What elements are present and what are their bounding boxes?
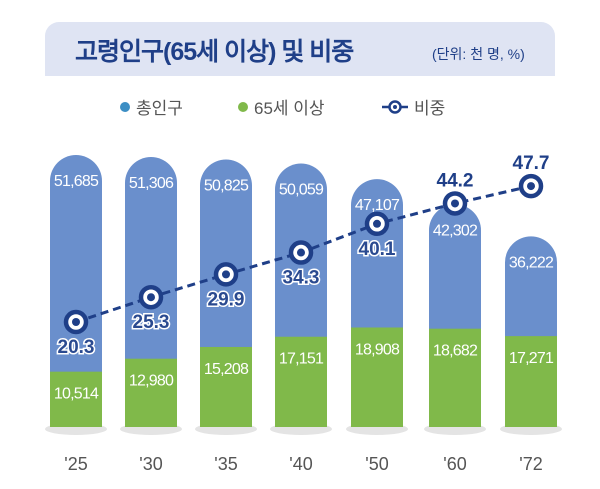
x-tick-label: '60 xyxy=(443,454,466,474)
elderly-label: 10,514 xyxy=(54,386,99,403)
total-label: 50,825 xyxy=(204,178,249,195)
ratio-label: 29.9 xyxy=(208,289,245,310)
ratio-marker-center xyxy=(451,199,459,208)
ratio-label: 25.3 xyxy=(133,312,170,333)
total-label: 36,222 xyxy=(509,254,554,271)
elderly-label: 18,908 xyxy=(355,341,400,358)
elderly-label: 18,682 xyxy=(433,343,478,360)
bar-elderly xyxy=(505,336,557,427)
total-label: 50,059 xyxy=(279,182,324,199)
total-label: 51,306 xyxy=(129,175,174,192)
bar-elderly xyxy=(50,371,102,427)
title-banner xyxy=(45,22,555,76)
bar-total xyxy=(50,155,102,427)
bar-elderly xyxy=(351,327,403,427)
ratio-marker-center xyxy=(373,219,381,228)
elderly-label: 17,151 xyxy=(279,351,324,368)
x-tick-label: '40 xyxy=(289,454,312,474)
legend-label: 비중 xyxy=(414,99,446,118)
x-tick-label: '25 xyxy=(64,454,87,474)
legend-dot-blue-icon xyxy=(120,101,130,112)
bar-elderly xyxy=(429,328,481,427)
legend-ratio: 비중 xyxy=(382,94,445,119)
total-label: 51,685 xyxy=(54,173,99,190)
ratio-label: 44.2 xyxy=(437,170,474,191)
ratio-marker-center xyxy=(147,293,155,302)
ratio-label: 47.7 xyxy=(513,153,550,174)
total-label: 47,107 xyxy=(355,197,400,214)
ratio-marker-center xyxy=(297,248,305,257)
unit-note: (단위: 천 명, %) xyxy=(432,46,525,62)
legend-label: 65세 이상 xyxy=(254,99,325,118)
bar-elderly xyxy=(275,336,327,427)
ratio-label: 20.3 xyxy=(58,337,95,358)
bar-elderly xyxy=(125,358,177,427)
ratio-label: 40.1 xyxy=(359,239,396,260)
ratio-label: 34.3 xyxy=(283,268,320,289)
line-marker-icon xyxy=(382,99,408,114)
x-tick-label: '50 xyxy=(365,454,388,474)
bar-elderly xyxy=(200,346,252,427)
x-tick-label: '72 xyxy=(519,454,542,474)
legend-total: 총인구 xyxy=(120,94,183,119)
ratio-marker-center xyxy=(527,182,535,191)
ratio-marker-center xyxy=(222,270,230,279)
elderly-label: 17,271 xyxy=(509,350,554,367)
x-tick-label: '30 xyxy=(139,454,162,474)
legend-dot-green-icon xyxy=(238,101,248,112)
total-label: 42,302 xyxy=(433,222,478,239)
elderly-label: 15,208 xyxy=(204,361,249,378)
ratio-marker-center xyxy=(72,318,80,326)
elderly-label: 12,980 xyxy=(129,373,174,390)
x-tick-label: '35 xyxy=(214,454,237,474)
chart-title: 고령인구(65세 이상) 및 비중 xyxy=(75,38,354,66)
legend-elderly: 65세 이상 xyxy=(238,94,325,119)
legend-label: 총인구 xyxy=(136,99,183,118)
